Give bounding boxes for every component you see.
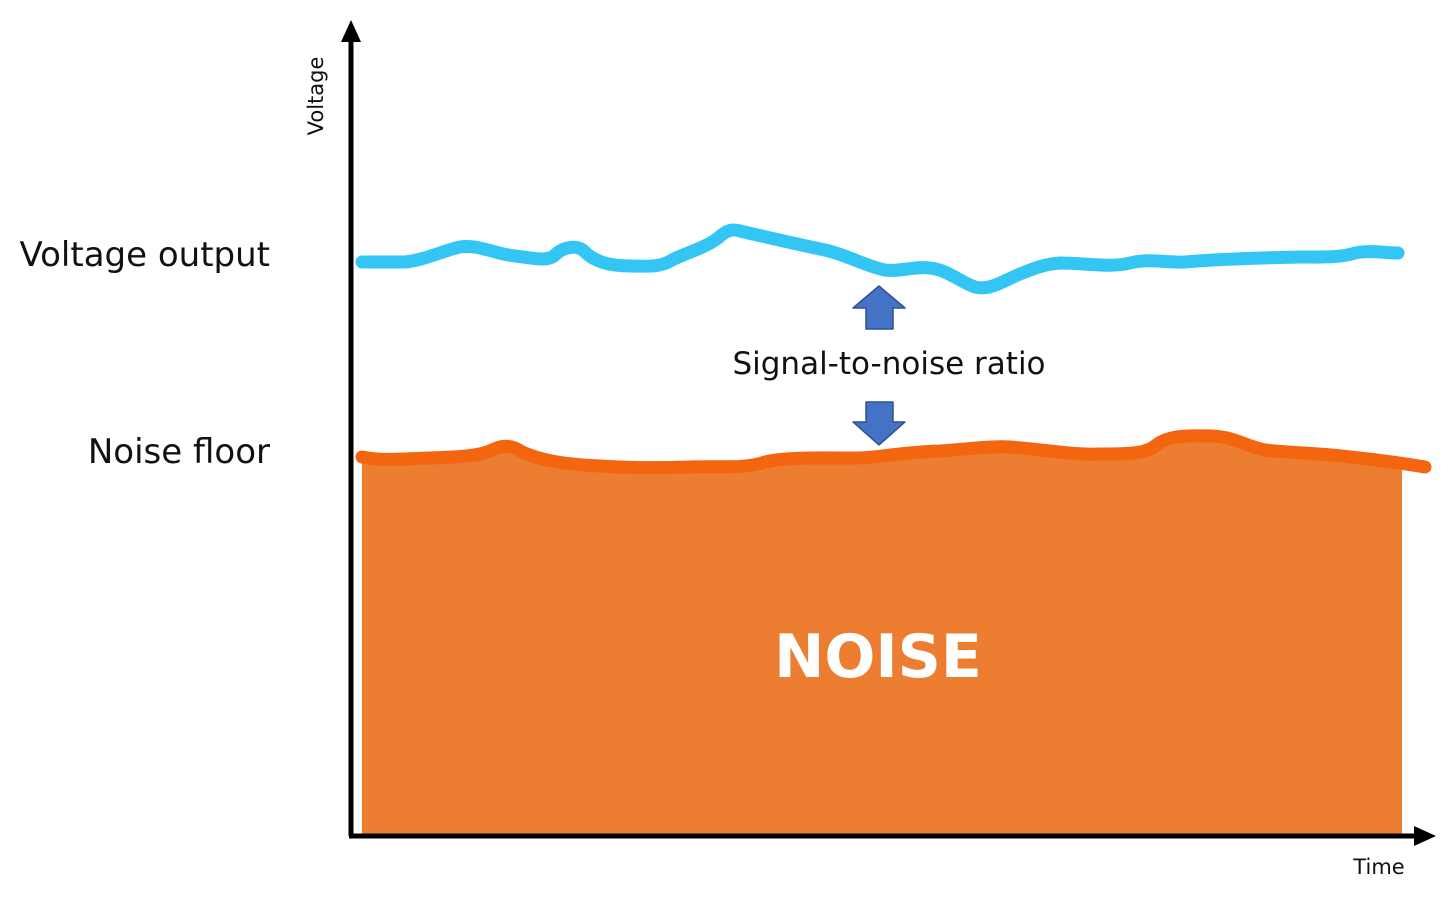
x-axis-label: Time — [1352, 855, 1404, 879]
noise-region-label: NOISE — [774, 622, 982, 692]
y-axis-label: Voltage — [304, 57, 328, 136]
voltage-output-line — [355, 223, 1405, 295]
x-axis-arrowhead-icon — [1414, 826, 1436, 846]
snr-label: Signal-to-noise ratio — [732, 346, 1045, 382]
voltage-output-label: Voltage output — [20, 235, 270, 275]
noise-floor-label: Noise floor — [88, 432, 270, 472]
arrow-down-icon — [852, 401, 906, 446]
noise-floor-line — [355, 429, 1432, 475]
arrow-up-icon — [852, 285, 906, 330]
y-axis-arrowhead-icon — [341, 20, 361, 42]
noise-region — [362, 435, 1402, 835]
